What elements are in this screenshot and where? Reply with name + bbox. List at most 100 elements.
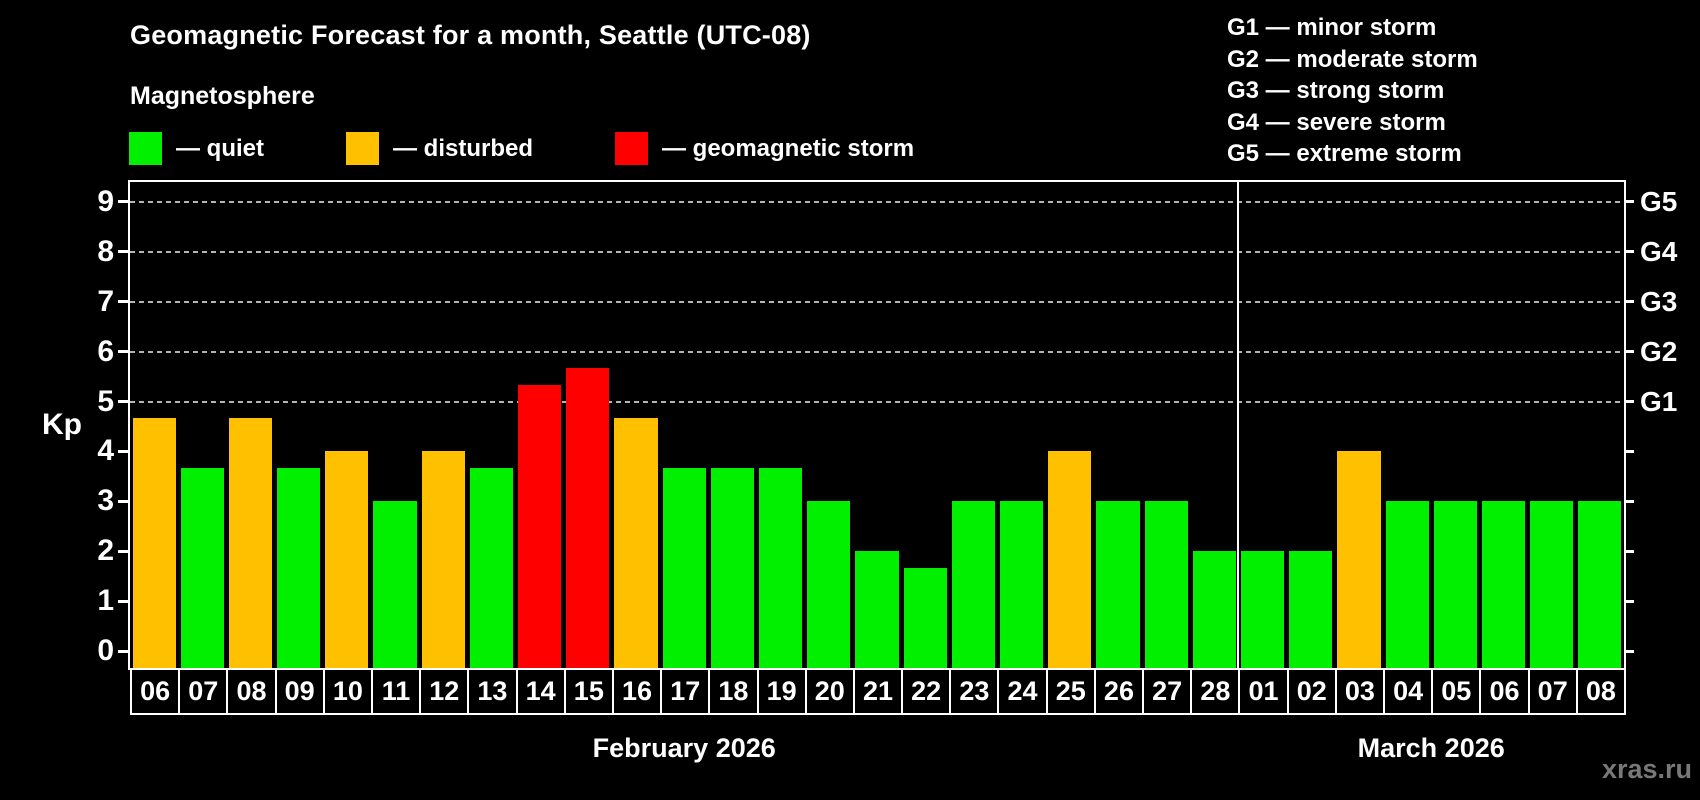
left-tick-kp2 <box>118 549 128 553</box>
day-box-feb-07: 07 <box>178 668 229 715</box>
month-label-mar: March 2026 <box>1357 733 1505 763</box>
y-axis-label-0: 0 <box>97 634 114 667</box>
left-tick-kp5 <box>118 400 128 403</box>
legend-item-disturbed: — disturbed <box>346 132 533 165</box>
magnetosphere-heading: Magnetosphere <box>130 82 315 110</box>
bar-feb-18 <box>710 467 754 668</box>
left-tick-kp6 <box>118 350 128 354</box>
day-box-feb-26: 26 <box>1093 668 1145 715</box>
month-label-feb: February 2026 <box>592 733 776 763</box>
day-box-feb-11: 11 <box>370 668 422 715</box>
bar-feb-23 <box>951 501 995 668</box>
storm-scale-line-g5: G5 — extreme storm <box>1227 140 1462 167</box>
y-axis-title: Kp <box>42 408 82 441</box>
bar-mar-04 <box>1385 501 1429 668</box>
bar-feb-15 <box>566 368 610 668</box>
storm-scale-legend: G1 — minor storm G2 — moderate storm G3 — … <box>1227 12 1478 170</box>
day-box-mar-05: 05 <box>1431 668 1482 715</box>
storm-scale-line-g2: G2 — moderate storm <box>1227 45 1478 73</box>
y-axis-label-8: 8 <box>97 234 114 268</box>
storm-scale-line-g3: G3 — strong storm <box>1227 77 1445 104</box>
bar-feb-10 <box>325 451 369 668</box>
day-box-feb-28: 28 <box>1190 668 1241 715</box>
bar-mar-07 <box>1530 501 1574 668</box>
bar-feb-20 <box>807 501 851 668</box>
grid-line-kp9 <box>130 200 1624 203</box>
legend-label-disturbed: — disturbed <box>393 134 534 162</box>
right-tick-kp4 <box>1624 449 1634 453</box>
bar-feb-06 <box>132 417 176 668</box>
bar-mar-03 <box>1337 451 1381 668</box>
bar-feb-28 <box>1192 551 1236 668</box>
right-tick-kp9 <box>1624 200 1634 204</box>
right-tick-kp3 <box>1624 499 1634 503</box>
month-divider-line <box>1237 182 1240 668</box>
bar-feb-11 <box>373 501 417 668</box>
bar-feb-24 <box>999 501 1044 668</box>
day-box-mar-04: 04 <box>1383 668 1434 715</box>
day-box-feb-20: 20 <box>804 668 855 715</box>
bar-feb-19 <box>759 467 803 668</box>
y-axis-label-4: 4 <box>97 434 114 468</box>
bar-feb-09 <box>277 467 321 668</box>
bar-feb-16 <box>614 417 658 668</box>
y-axis-label-2: 2 <box>97 534 114 568</box>
page-title: Geomagnetic Forecast for a month, Seattl… <box>130 20 811 50</box>
day-box-feb-19: 19 <box>756 668 807 715</box>
y-axis-label-7: 7 <box>97 284 114 318</box>
right-tick-kp0 <box>1624 649 1634 653</box>
g-scale-label-g5: G5 <box>1640 185 1678 217</box>
bar-mar-08 <box>1578 501 1622 668</box>
left-tick-kp0 <box>118 649 128 653</box>
day-box-feb-15: 15 <box>563 668 614 715</box>
day-box-feb-13: 13 <box>467 668 518 715</box>
bar-feb-27 <box>1144 501 1188 668</box>
day-box-mar-03: 03 <box>1334 668 1386 715</box>
right-tick-kp2 <box>1624 549 1634 553</box>
watermark: xras.ru <box>1601 754 1692 784</box>
grid-line-kp8 <box>130 250 1624 253</box>
day-box-mar-07: 07 <box>1527 668 1578 715</box>
legend-label-quiet: — quiet <box>176 134 264 162</box>
legend-item-quiet: — quiet <box>129 132 264 165</box>
bar-feb-21 <box>855 551 899 668</box>
day-box-feb-21: 21 <box>852 668 904 715</box>
right-tick-kp8 <box>1624 250 1634 254</box>
bar-feb-08 <box>228 417 273 668</box>
legend-label-storm: — geomagnetic storm <box>662 134 915 162</box>
bar-mar-02 <box>1289 551 1333 668</box>
g-scale-label-g4: G4 <box>1640 235 1678 267</box>
left-tick-kp3 <box>118 499 128 503</box>
bar-mar-06 <box>1481 501 1526 668</box>
day-box-feb-24: 24 <box>997 668 1048 715</box>
left-tick-kp7 <box>118 300 128 304</box>
day-box-feb-22: 22 <box>901 668 952 715</box>
day-box-mar-08: 08 <box>1575 668 1626 715</box>
quiet-swatch-icon <box>129 132 162 165</box>
right-tick-kp1 <box>1624 599 1634 603</box>
grid-line-kp5 <box>130 400 1624 403</box>
bar-feb-25 <box>1048 451 1092 668</box>
g-scale-label-g1: G1 <box>1640 385 1678 417</box>
g-scale-label-g3: G3 <box>1640 285 1678 317</box>
day-box-mar-01: 01 <box>1238 668 1289 715</box>
y-axis-label-1: 1 <box>97 584 114 618</box>
bar-feb-07 <box>180 467 224 668</box>
day-box-mar-02: 02 <box>1286 668 1337 715</box>
bar-feb-14 <box>518 385 562 668</box>
y-axis-label-3: 3 <box>97 484 114 518</box>
left-tick-kp8 <box>118 250 128 254</box>
right-tick-kp7 <box>1624 300 1634 304</box>
bar-mar-05 <box>1433 501 1477 668</box>
day-axis-row: 06 07 08 09 10 11 12 13 14 15 16 17 18 19 20 21 22 23 24 25… <box>130 668 1630 715</box>
bar-feb-26 <box>1096 501 1140 668</box>
left-tick-kp9 <box>118 200 128 204</box>
legend-item-storm: — geomagnetic storm <box>615 132 914 165</box>
right-tick-kp6 <box>1624 350 1634 354</box>
y-axis-label-9: 9 <box>97 184 114 218</box>
kp-bar-chart-plot-area: 0 1 2 3 4 5 6 7 8 9 G1 G2 G3 G4 G5 <box>97 180 1677 670</box>
g-scale-label-g2: G2 <box>1640 335 1678 367</box>
day-box-feb-23: 23 <box>949 668 1000 715</box>
bar-feb-13 <box>469 467 514 668</box>
